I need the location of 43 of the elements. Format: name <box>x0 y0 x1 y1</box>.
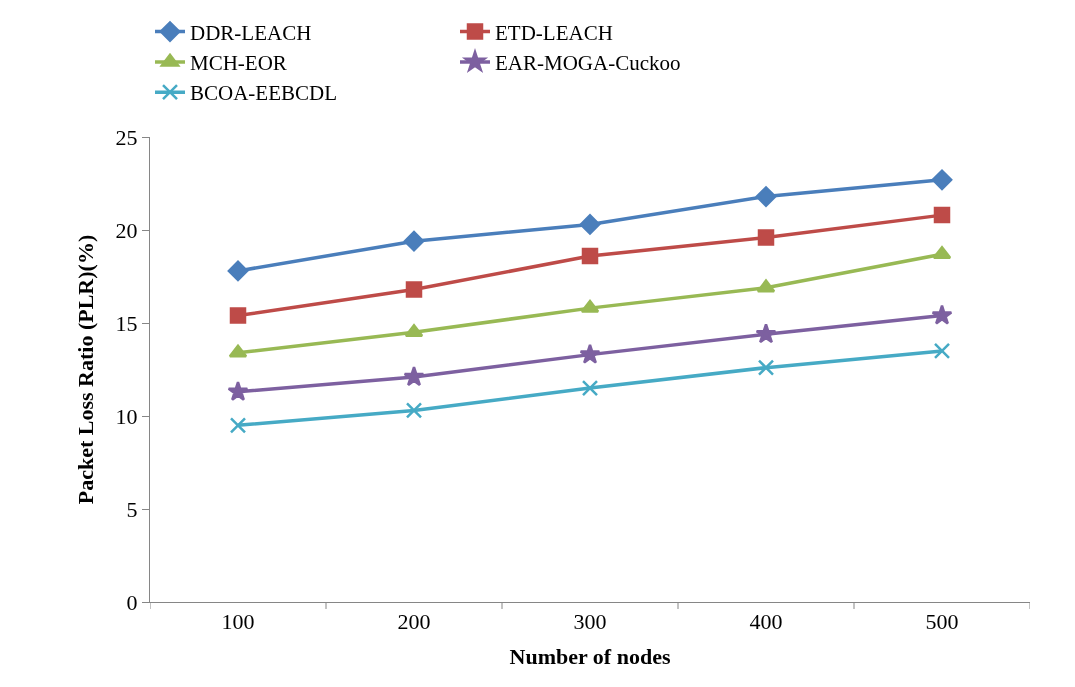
y-tick-label: 25 <box>115 124 138 150</box>
point <box>228 344 248 358</box>
y-tick-label: 20 <box>115 217 138 243</box>
point <box>756 279 776 293</box>
point <box>757 359 775 376</box>
x-axis-title: Number of nodes <box>509 644 671 670</box>
point <box>581 247 599 265</box>
legend-label: DDR-LEACH <box>190 20 312 45</box>
point <box>755 186 777 207</box>
point <box>579 343 601 364</box>
legend-label: ETD-LEACH <box>495 20 613 45</box>
x-tick-label: 500 <box>925 609 959 635</box>
point <box>404 324 424 338</box>
x-tick-label: 400 <box>749 609 783 635</box>
y-tick-label: 0 <box>126 589 138 615</box>
point <box>229 307 247 324</box>
x-tick-label: 300 <box>573 609 607 635</box>
point <box>579 214 601 235</box>
point <box>580 299 600 313</box>
y-axis-title: Packet Loss Ratio (PLR)(%) <box>73 234 99 505</box>
point <box>403 365 425 387</box>
x-tick-label: 200 <box>397 609 431 635</box>
point <box>933 342 951 360</box>
point <box>757 229 775 246</box>
point <box>931 304 953 325</box>
point <box>405 402 423 419</box>
y-tick-label: 5 <box>126 496 138 522</box>
legend-label: BCOA-EEBCDL <box>190 81 337 106</box>
point <box>581 379 599 397</box>
legend-label: MCH-EOR <box>190 51 287 76</box>
x-tick-label: 100 <box>221 609 255 635</box>
point <box>932 245 952 259</box>
point <box>227 260 249 282</box>
point <box>931 169 953 191</box>
point <box>229 417 247 434</box>
point <box>755 323 777 344</box>
y-tick-label: 15 <box>115 310 138 336</box>
point <box>933 206 951 224</box>
legend-label: EAR-MOGA-Cuckoo <box>495 51 681 76</box>
y-tick-label: 10 <box>115 403 138 429</box>
point <box>405 281 423 298</box>
point <box>403 230 425 252</box>
point <box>227 380 249 401</box>
